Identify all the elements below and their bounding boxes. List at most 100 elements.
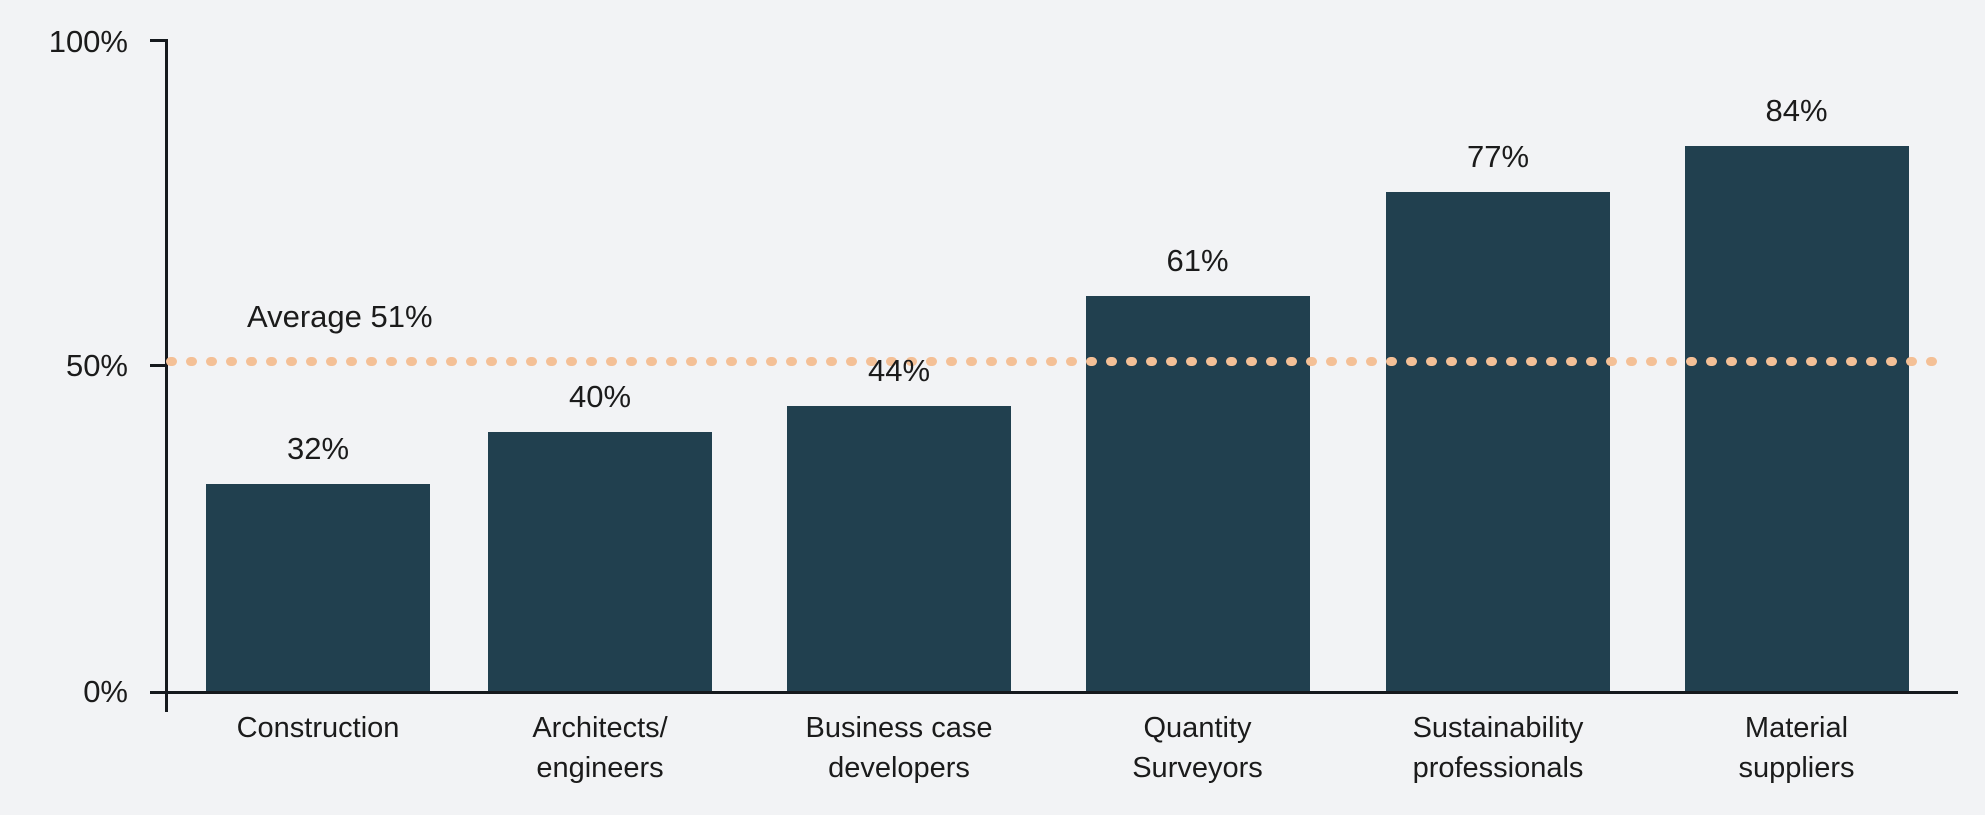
category-label-4: Quantity Surveyors (1132, 712, 1263, 784)
category-label-6: Material suppliers (1738, 712, 1855, 784)
average-line-dot (1706, 356, 1717, 366)
y-axis-tick-100 (150, 39, 166, 42)
average-line-dot (826, 356, 837, 366)
average-line-dot (1026, 356, 1037, 366)
average-line-dot (1086, 356, 1097, 366)
average-line-dot (906, 356, 917, 366)
average-line-dot (226, 356, 237, 366)
average-line-dot (866, 356, 877, 366)
average-line-dot (1766, 356, 1777, 366)
average-line-dot (586, 356, 597, 366)
category-label-5: Sustainability professionals (1412, 712, 1584, 784)
average-line-dot (1226, 356, 1237, 366)
average-line-dot (1466, 356, 1477, 366)
average-line-dot (486, 356, 497, 366)
category-label-1: Construction (236, 712, 400, 744)
y-axis-label-50: 50% (65, 348, 128, 383)
average-line-dot (1386, 356, 1397, 366)
average-line-dot (1166, 356, 1177, 366)
average-line-dot (186, 356, 197, 366)
average-line-dot (366, 356, 377, 366)
average-line-dot (206, 356, 217, 366)
average-line-dot (1566, 356, 1577, 366)
average-line-dot (806, 356, 817, 366)
average-line-dot (1666, 356, 1677, 366)
bar-value-label-3: 44% (867, 353, 931, 388)
average-line-dot (406, 356, 417, 366)
average-line-dot (266, 356, 277, 366)
average-line-dot (946, 356, 957, 366)
y-axis-tick-0 (150, 691, 166, 694)
average-line-dot (1726, 356, 1737, 366)
average-line-dot (1046, 356, 1057, 366)
average-line-dot (1626, 356, 1637, 366)
average-line-dot (1146, 356, 1157, 366)
average-line-dot (1646, 356, 1657, 366)
bar-4 (1085, 295, 1310, 692)
average-dotted-line (166, 356, 1948, 366)
bar-value-label-2: 40% (568, 379, 632, 414)
average-line-dot (166, 356, 177, 366)
average-line-dot (446, 356, 457, 366)
average-line-dot (1606, 356, 1617, 366)
y-axis-label-100: 100% (48, 24, 128, 59)
y-axis-label-0: 0% (83, 674, 128, 709)
bar-value-label-5: 77% (1466, 138, 1530, 174)
average-line-dot (466, 356, 477, 366)
average-line-dot (1786, 356, 1797, 366)
average-line-dot (746, 356, 757, 366)
average-line-dot (986, 356, 997, 366)
average-line-dot (1746, 356, 1757, 366)
average-line-dot (326, 356, 337, 366)
bar-3 (787, 406, 1011, 692)
average-line-dot (1246, 356, 1257, 366)
average-label: Average 51% (247, 299, 433, 334)
average-line-dot (1866, 356, 1877, 366)
average-line-dot (646, 356, 657, 366)
average-line-dot (526, 356, 537, 366)
bar-value-label-1: 32% (286, 431, 350, 466)
bar-value-label-6: 84% (1765, 93, 1828, 128)
y-axis-line (165, 39, 168, 712)
average-line-dot (1286, 356, 1297, 366)
average-line-dot (1906, 356, 1917, 366)
bar-1 (206, 484, 430, 692)
average-line-dot (346, 356, 357, 366)
average-line-dot (1006, 356, 1017, 366)
average-line-dot (686, 356, 697, 366)
average-line-dot (1846, 356, 1857, 366)
average-line-dot (666, 356, 677, 366)
average-line-dot (1346, 356, 1357, 366)
average-line-dot (1186, 356, 1197, 366)
average-line-dot (1686, 356, 1697, 366)
average-line-dot (246, 356, 257, 366)
average-line-dot (1366, 356, 1377, 366)
average-line-dot (386, 356, 397, 366)
average-line-dot (1106, 356, 1117, 366)
average-line-dot (426, 356, 437, 366)
average-line-dot (506, 356, 517, 366)
average-line-dot (1306, 356, 1317, 366)
average-line-dot (1806, 356, 1817, 366)
average-line-dot (626, 356, 637, 366)
average-line-dot (726, 356, 737, 366)
x-axis-line (166, 691, 1958, 694)
average-line-dot (846, 356, 857, 366)
average-line-dot (966, 356, 977, 366)
average-line-dot (546, 356, 557, 366)
average-line-dot (1206, 356, 1217, 366)
category-label-3: Business case developers (805, 712, 993, 784)
average-line-dot (1406, 356, 1417, 366)
average-line-dot (886, 356, 897, 366)
average-line-dot (766, 356, 777, 366)
average-line-dot (1826, 356, 1837, 366)
average-line-dot (566, 356, 577, 366)
bar-value-label-4: 61% (1166, 242, 1229, 278)
average-line-dot (306, 356, 317, 366)
average-line-dot (1126, 356, 1137, 366)
y-axis-tick-50 (150, 364, 166, 367)
average-line-dot (1586, 356, 1597, 366)
category-label-2: Architects/ engineers (532, 712, 668, 784)
average-line-dot (926, 356, 937, 366)
